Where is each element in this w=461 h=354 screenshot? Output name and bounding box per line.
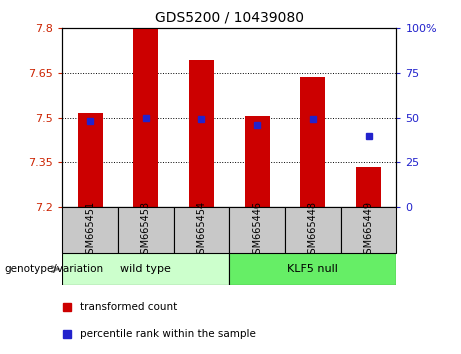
Bar: [133, 28, 158, 207]
Text: GSM665453: GSM665453: [141, 200, 151, 260]
Bar: [229, 207, 285, 253]
Text: GSM665454: GSM665454: [196, 200, 207, 260]
Text: GSM665448: GSM665448: [308, 201, 318, 259]
Bar: [301, 78, 325, 207]
Bar: [189, 59, 214, 207]
Text: KLF5 null: KLF5 null: [288, 264, 338, 274]
Bar: [62, 207, 118, 253]
Text: GSM665446: GSM665446: [252, 201, 262, 259]
Bar: [245, 116, 270, 207]
Title: GDS5200 / 10439080: GDS5200 / 10439080: [155, 10, 304, 24]
Bar: [285, 207, 341, 253]
Text: GSM665451: GSM665451: [85, 200, 95, 260]
Bar: [229, 253, 396, 285]
Text: transformed count: transformed count: [81, 302, 178, 312]
Bar: [174, 207, 229, 253]
Text: genotype/variation: genotype/variation: [5, 264, 104, 274]
Text: wild type: wild type: [120, 264, 171, 274]
Bar: [77, 113, 103, 207]
Bar: [341, 207, 396, 253]
Bar: [62, 253, 229, 285]
Text: percentile rank within the sample: percentile rank within the sample: [81, 329, 256, 339]
Text: GSM665449: GSM665449: [364, 201, 373, 259]
Bar: [118, 207, 174, 253]
Bar: [356, 167, 381, 207]
